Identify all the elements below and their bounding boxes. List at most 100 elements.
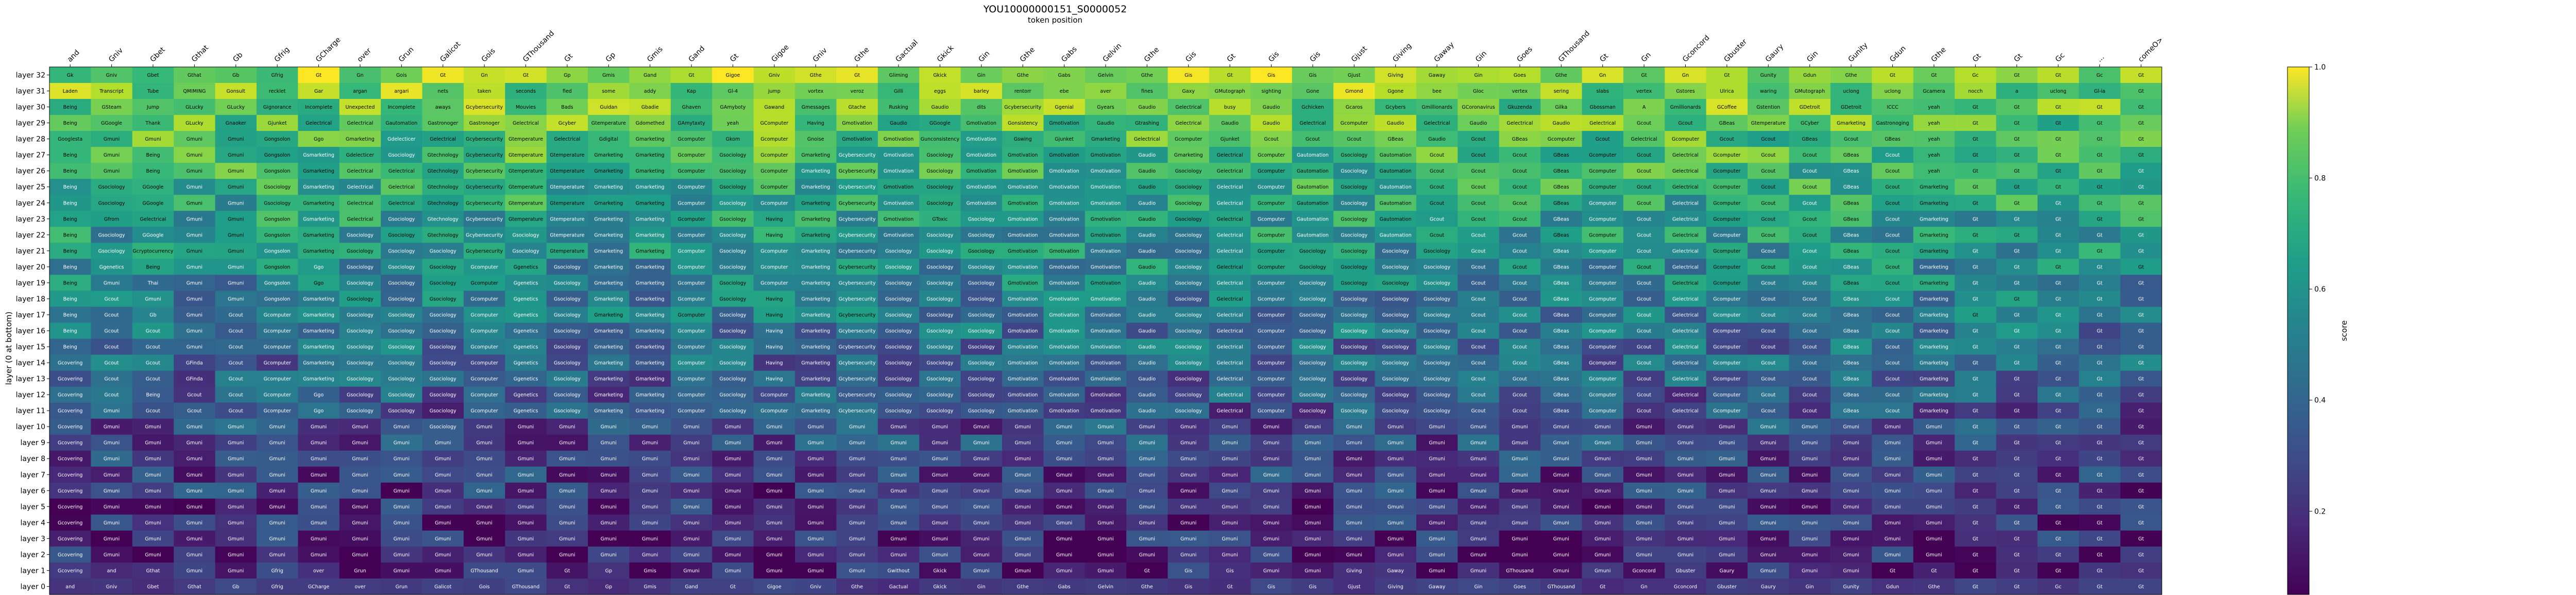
heatmap-cell-label: Gmuni [1015,552,1031,558]
heatmap-cell [381,83,423,99]
heatmap-cell-label: Gcybersecurity [466,168,503,174]
heatmap-cell-label: Gcout [1637,393,1651,398]
heatmap-cell-label: Gcomputer [760,152,788,158]
heatmap-cell-label: Gcomputer [1589,329,1616,334]
heatmap-cell-label: Gcout [1471,345,1485,350]
heatmap-cell-label: Gmuni [1470,568,1486,574]
heatmap-cell-label: argan [353,89,367,94]
heatmap-cell-label: Gelectrical [1134,137,1160,142]
heatmap-cell-label: Gcout [1264,137,1278,142]
x-tick-label: Gt [1598,52,1610,64]
x-tick-label: Grun [397,45,416,64]
y-tick-label: layer 25 [16,183,45,192]
heatmap-cell [1996,67,2038,83]
heatmap-cell-label: Gt [2055,312,2061,318]
heatmap-cell-label: Gcout [1513,264,1527,270]
heatmap-cell-label: Gmuni [269,472,285,478]
heatmap-cell-label: Being [63,152,77,158]
heatmap-cell-label: Gmuni [1677,504,1693,510]
heatmap-cell-label: Gsociology [347,232,374,238]
heatmap-cell-label: Gcomputer [1258,409,1285,414]
heatmap-cell-label: GBeas [1843,361,1859,366]
heatmap-cell-label: Gmuni [1180,536,1196,542]
heatmap-cell [1375,99,1417,115]
heatmap-cell-label: Gcout [105,329,119,334]
heatmap-cell [1748,67,1790,83]
heatmap-cell-label: Gmuni [187,184,202,190]
heatmap-cell-label: Gaury [1720,568,1735,574]
heatmap-cell-label: Gmuni [187,520,202,526]
heatmap-cell-label: Gcout [1761,409,1775,414]
heatmap-cell-label: Gcybersecurity [839,184,876,190]
heatmap-cell-label: Gcout [1637,312,1651,318]
heatmap-cell-label: Gmuni [932,472,948,478]
heatmap-cell-label: Gmuni [1263,520,1279,526]
heatmap-cell-label: Gsociology [720,409,747,414]
heatmap-cell-label: Ggo [314,409,324,414]
heatmap-cell-label: Gkom [726,137,740,142]
heatmap-cell-label: Gn [481,73,487,78]
heatmap-cell-label: Gmuni [269,504,285,510]
heatmap-cell-label: Gmuni [890,536,906,542]
heatmap-cell-label: Gt [2055,377,2061,382]
heatmap-cell [2079,179,2121,195]
y-tick-label: layer 14 [16,359,45,367]
heatmap-cell [339,83,381,99]
heatmap-cell [1458,115,1500,131]
heatmap-cell-label: Gsociology [347,312,374,318]
x-tick-label: Gn [1640,51,1653,64]
heatmap-cell [1002,179,1044,195]
heatmap-cell-label: Being [146,152,160,158]
heatmap-cell-label: Gsociology [968,216,995,222]
heatmap-cell-label: Gelectrical [1672,393,1699,398]
heatmap-cell-label: Gmotivation [1049,280,1079,286]
heatmap-cell-label: Gsociology [926,232,953,238]
heatmap-cell-label: Gsociology [554,280,581,286]
heatmap-cell [795,83,837,99]
heatmap-cell-label: Gt [2014,488,2020,494]
heatmap-cell-label: Gelectrical [1672,329,1699,334]
heatmap-cell-label: Gmuni [601,424,617,430]
heatmap-cell-label: Gsociology [430,312,456,318]
heatmap-cell-label: Gmuni [435,504,451,510]
heatmap-cell-label: Gsociology [1382,264,1409,270]
heatmap-cell-label: Gmuni [1677,552,1693,558]
heatmap-cell [1540,83,1583,99]
heatmap-cell-label: Gmuni [932,456,948,462]
y-tick-label: layer 8 [21,455,45,463]
x-tick-label: Gb [231,50,244,63]
heatmap-cell [339,99,381,115]
heatmap-cell-label: Gmuni [1429,504,1445,510]
heatmap-cell-label: Gsociology [1423,312,1450,318]
heatmap-cell-label: Gcout [1306,137,1320,142]
heatmap-cell [795,147,837,163]
heatmap-cell-label: Gt [2138,504,2144,510]
heatmap-cell [1416,67,1458,83]
heatmap-cell [1996,195,2038,211]
heatmap-cell-label: Gelectrical [1672,377,1699,382]
heatmap-cell-label: Gt [2097,329,2103,334]
heatmap-cell-label: Gelectrical [347,216,374,222]
heatmap-cell-label: sighting [1262,89,1281,94]
heatmap-cell-label: Gmuni [1926,504,1942,510]
heatmap-cell-label: Gsociology [926,312,953,318]
heatmap-cell-label: Gcout [1885,232,1900,238]
heatmap-cell-label: Gdun [1886,584,1899,590]
heatmap-cell-label: Gautomation [1297,168,1329,174]
heatmap-cell-label: Gsociology [720,200,747,206]
heatmap-cell [1416,147,1458,163]
heatmap-cell-label: Gmuni [725,440,741,446]
heatmap-cell-label: Gsociology [926,377,953,382]
heatmap-cell [505,83,547,99]
heatmap-cell-label: Gmuni [808,424,824,430]
heatmap-cell-label: Gaudio [1139,329,1156,334]
heatmap-cell-label: Gt [1973,504,1978,510]
heatmap-cell-label: Gsociology [885,312,912,318]
heatmap-cell [463,67,505,83]
heatmap-cell-label: Gaudio [1428,137,1446,142]
heatmap-cell-label: Gtemperature [509,168,543,174]
heatmap-cell [132,195,174,211]
heatmap-cell-label: Gmuni [642,504,658,510]
heatmap-cell-label: GGoogle [143,232,164,238]
heatmap-cell [1706,99,1748,115]
